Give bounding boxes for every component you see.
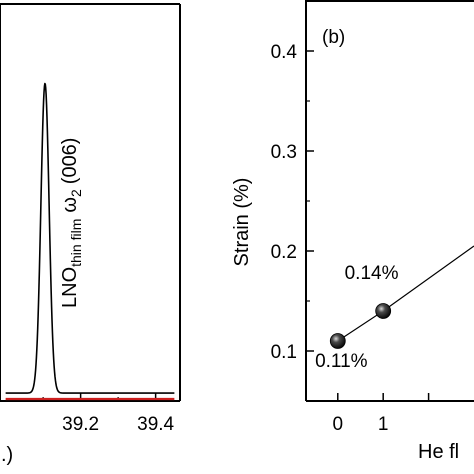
panel-b-y-tick-label: 0.2 <box>271 242 297 263</box>
panel-a: 39.2 39.4 .) LNOthin film ω2 (006) <box>0 3 181 466</box>
panel-b-data-point <box>375 303 392 319</box>
panel-b-x-axis-title: He fl <box>418 441 459 463</box>
panel-b-x-tick-label: 0 <box>332 414 343 435</box>
panel-b-y-tick-label: 0.3 <box>271 142 297 163</box>
panel-a-peak-label: LNOthin film ω2 (006) <box>59 138 84 308</box>
panel-a-series <box>5 82 175 401</box>
panel-b: 0.1 0.2 0.3 0.4 0 1 Strain (%) He fl (b)… <box>231 0 474 463</box>
peak-label-hkl: (006) <box>59 138 81 185</box>
peak-label-omega: ω <box>59 197 81 213</box>
peak-label-omega-sub: 2 <box>68 189 84 197</box>
panel-b-label: (b) <box>322 27 345 48</box>
panel-b-strain-line <box>337 245 474 342</box>
panel-b-y-tick-label: 0.1 <box>271 342 297 363</box>
panel-b-y-axis-title: Strain (%) <box>231 178 253 267</box>
panel-a-x-tick-label: 39.2 <box>62 414 99 435</box>
data-label-0-14: 0.14% <box>345 263 399 284</box>
panel-a-x-tick-label: 39.4 <box>137 414 174 435</box>
data-label-0-11: 0.11% <box>315 351 368 372</box>
peak-label-main: LNO <box>59 267 81 308</box>
panel-a-x-axis-title: .) <box>1 444 13 466</box>
peak-label-sub: thin film <box>68 219 84 267</box>
panel-b-x-tick-label: 1 <box>378 414 389 435</box>
panel-b-y-tick-label: 0.4 <box>271 42 298 63</box>
panel-b-data-point <box>329 333 346 349</box>
panel-a-thin-film-peak-line <box>5 82 175 394</box>
panel-b-ticks <box>306 50 430 401</box>
panel-b-markers <box>329 303 392 349</box>
panel-b-series <box>337 245 474 342</box>
